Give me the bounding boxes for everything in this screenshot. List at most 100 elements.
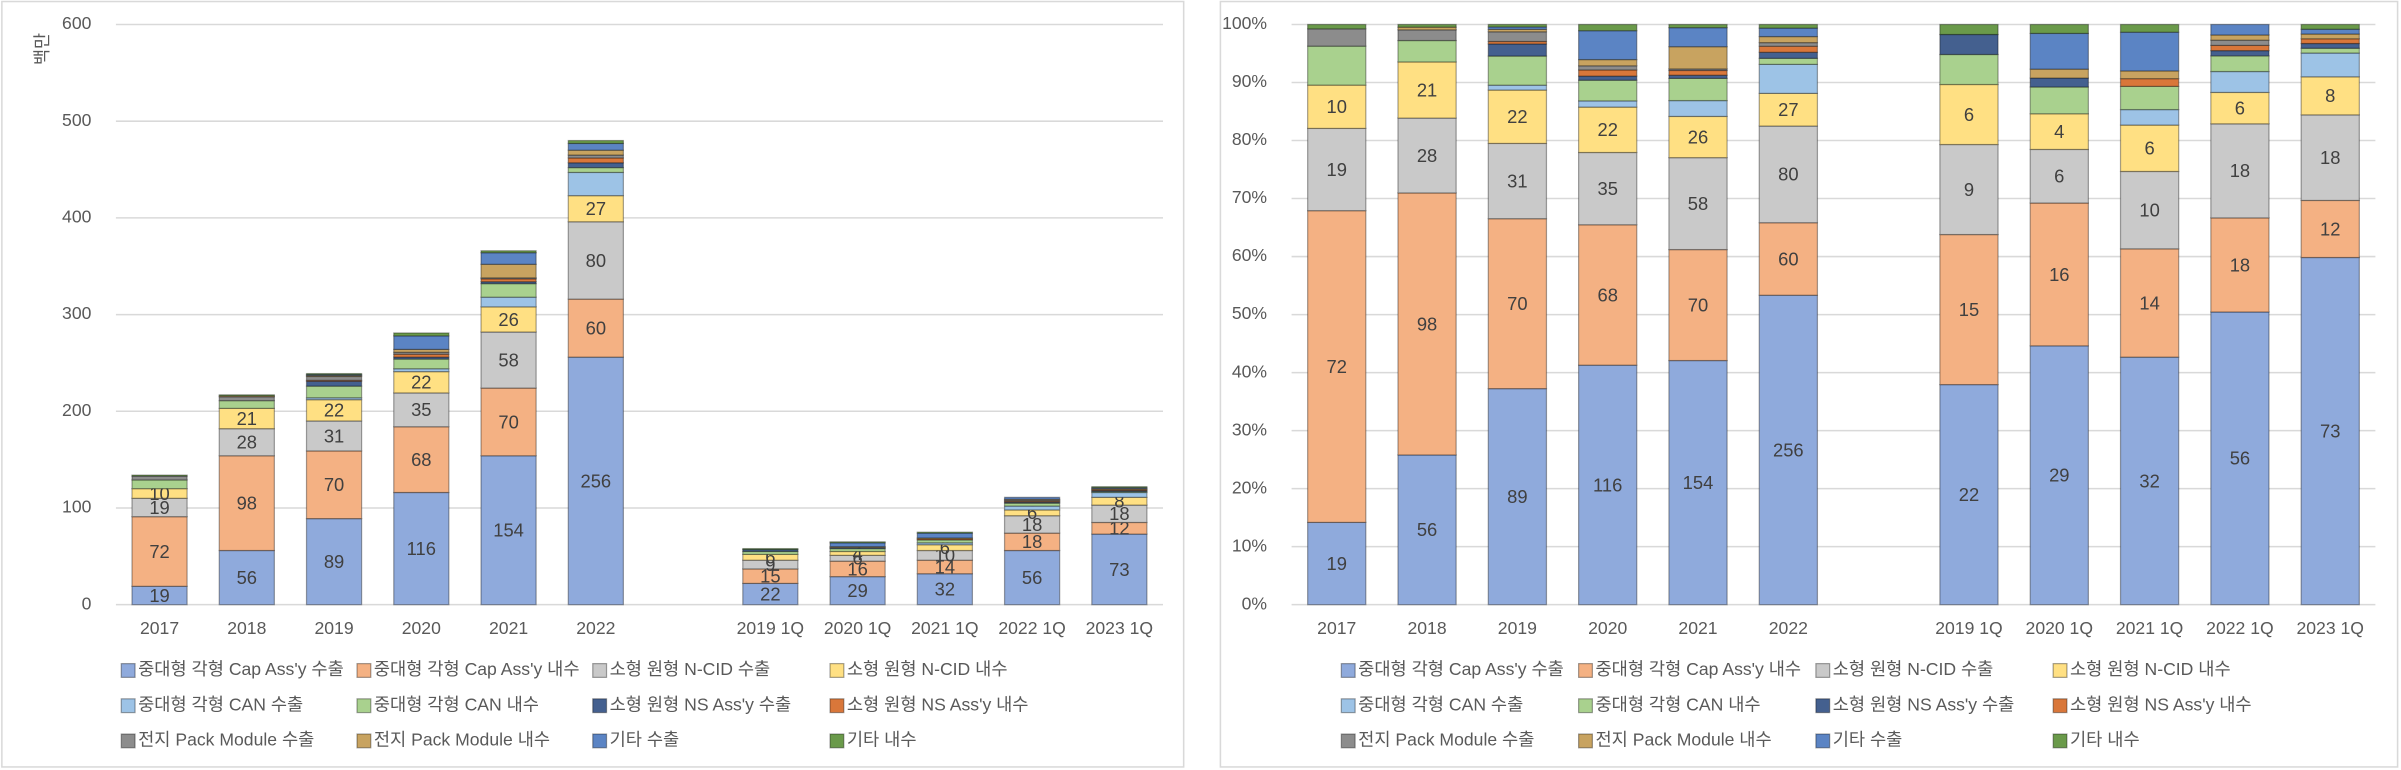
bar-segment bbox=[1577, 23, 1638, 32]
bar-segment bbox=[1397, 454, 1457, 606]
legend-label: 중대형 각형 Cap Ass'y 내수 bbox=[374, 659, 580, 679]
bar-segment bbox=[1091, 486, 1148, 489]
bar-segment bbox=[218, 549, 275, 606]
bar-segment bbox=[2300, 38, 2360, 45]
bar-segment bbox=[2029, 68, 2089, 79]
legend-swatch bbox=[592, 662, 608, 678]
x-tick-label: 2022 bbox=[1769, 618, 1808, 638]
bar-segment bbox=[218, 400, 275, 409]
data-label: 27 bbox=[586, 198, 606, 219]
bar-segment bbox=[2300, 114, 2360, 202]
data-label: 31 bbox=[324, 425, 344, 446]
bar-segment bbox=[2210, 91, 2270, 125]
data-label: 70 bbox=[1507, 293, 1527, 314]
bar-segment bbox=[1577, 65, 1638, 71]
bar-segment bbox=[2029, 345, 2089, 606]
legend-label: 소형 원형 N-CID 내수 bbox=[2070, 659, 2231, 679]
bar-segment bbox=[131, 516, 188, 587]
bar-segment bbox=[131, 475, 188, 481]
legend-label: 기타 수출 bbox=[610, 730, 680, 750]
bar-segment bbox=[916, 532, 974, 539]
legend-swatch bbox=[120, 698, 136, 714]
y-tick-label: 30% bbox=[1232, 419, 1268, 439]
legend-label: 중대형 각형 Cap Ass'y 내수 bbox=[1595, 659, 1801, 679]
data-label: 10 bbox=[1327, 96, 1347, 117]
bar-segment bbox=[1668, 99, 1728, 118]
bar-segment bbox=[1577, 151, 1638, 226]
bar-segment bbox=[1487, 43, 1548, 57]
legend-label: 소형 원형 NS Ass'y 수출 bbox=[1833, 694, 2015, 714]
data-label: 89 bbox=[324, 551, 344, 572]
legend-label: 전지 Pack Module 수출 bbox=[138, 730, 314, 750]
data-label: 28 bbox=[237, 432, 257, 453]
legend-label: 소형 원형 N-CID 수출 bbox=[1833, 659, 1994, 679]
data-label: 256 bbox=[1773, 439, 1804, 460]
bar-segment bbox=[829, 541, 886, 544]
y-tick-label: 70% bbox=[1232, 187, 1268, 207]
bar-segment bbox=[1487, 388, 1548, 606]
bar-segment bbox=[1939, 383, 1999, 606]
data-label: 19 bbox=[1327, 159, 1347, 180]
data-label: 6 bbox=[2235, 97, 2245, 118]
bar-segment bbox=[1397, 23, 1457, 28]
bar-segment bbox=[1397, 117, 1457, 194]
data-label: 73 bbox=[2320, 420, 2340, 441]
bar-segment bbox=[2119, 31, 2180, 72]
data-label: 19 bbox=[149, 497, 169, 518]
x-tick-label: 2017 bbox=[1317, 618, 1356, 638]
bar-segment bbox=[1758, 92, 1819, 127]
bar-segment bbox=[1758, 23, 1819, 29]
x-tick-label: 2019 1Q bbox=[1935, 618, 2002, 638]
data-label: 6 bbox=[852, 548, 862, 569]
y-tick-label: 10% bbox=[1232, 535, 1268, 555]
y-tick-label: 0% bbox=[1242, 593, 1268, 613]
bar-segment bbox=[2119, 170, 2180, 250]
data-label: 21 bbox=[237, 408, 257, 429]
legend-swatch bbox=[1577, 662, 1594, 678]
bar-segment bbox=[1758, 222, 1819, 296]
x-tick-label: 2022 1Q bbox=[2206, 618, 2274, 638]
bar-segment bbox=[2210, 55, 2270, 73]
bar-segment bbox=[2300, 42, 2360, 49]
y-tick-label: 500 bbox=[62, 110, 92, 130]
y-tick-label: 20% bbox=[1232, 477, 1268, 497]
bar-segment bbox=[1003, 505, 1061, 511]
data-label: 6 bbox=[2054, 166, 2064, 187]
bar-segment bbox=[1397, 39, 1457, 63]
bar-segment bbox=[1091, 533, 1148, 606]
data-label: 18 bbox=[2230, 254, 2250, 275]
data-label: 154 bbox=[493, 520, 524, 541]
bar-segment bbox=[1487, 142, 1548, 220]
legend-swatch bbox=[1340, 698, 1356, 714]
data-label: 8 bbox=[2325, 85, 2335, 106]
legend-swatch bbox=[1815, 698, 1831, 714]
bar-segment bbox=[567, 166, 624, 174]
legend-label: 전지 Pack Module 내수 bbox=[1595, 730, 1771, 750]
bar-segment bbox=[1577, 58, 1638, 67]
x-tick-label: 2021 bbox=[489, 618, 528, 638]
bar-segment bbox=[2119, 356, 2180, 606]
bar-segment bbox=[1668, 359, 1728, 606]
x-tick-label: 2019 bbox=[314, 618, 353, 638]
bar-segment bbox=[1577, 69, 1638, 77]
bar-segment bbox=[1397, 29, 1457, 42]
legend-swatch bbox=[120, 733, 136, 749]
data-label: 18 bbox=[1022, 531, 1042, 552]
bar-segment bbox=[567, 171, 624, 197]
bar-segment bbox=[480, 387, 537, 457]
legend-label: 중대형 각형 CAN 내수 bbox=[374, 694, 539, 714]
bar-segment bbox=[393, 335, 450, 351]
legend-swatch bbox=[1815, 662, 1831, 678]
data-label: 22 bbox=[1597, 119, 1617, 140]
data-label: 19 bbox=[1327, 553, 1347, 574]
bar-segment bbox=[2029, 32, 2089, 70]
bar-segment bbox=[1397, 61, 1457, 119]
bar-segment bbox=[2300, 199, 2360, 259]
x-tick-label: 2022 bbox=[576, 618, 615, 638]
bar-segment bbox=[1307, 521, 1367, 606]
data-label: 8 bbox=[1114, 491, 1124, 512]
legend-label: 중대형 각형 Cap Ass'y 수출 bbox=[138, 659, 344, 679]
data-label: 22 bbox=[411, 372, 431, 393]
data-label: 29 bbox=[2049, 465, 2069, 486]
